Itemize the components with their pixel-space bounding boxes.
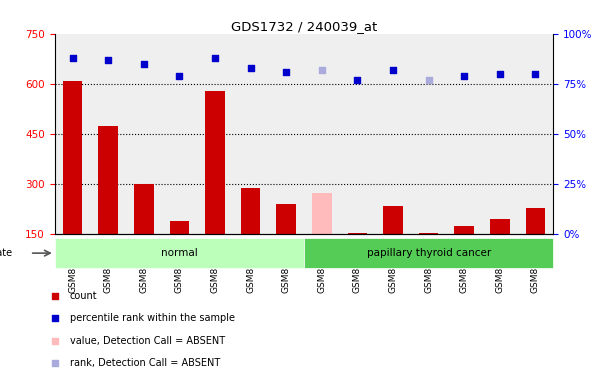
Point [246,65,255,71]
Point [139,61,148,67]
Bar [304,238,553,268]
Text: count: count [70,291,97,301]
Bar [454,226,474,234]
Point [317,67,326,73]
Bar [490,219,510,234]
Bar [526,208,545,234]
Bar [312,193,331,234]
Point [460,73,469,79]
Bar [446,34,482,234]
Bar [55,238,304,268]
Text: disease state: disease state [0,248,12,258]
Bar [383,206,403,234]
Bar [277,204,296,234]
Point [424,77,434,83]
Bar [233,34,268,234]
Point [531,71,541,77]
Text: rank, Detection Call = ABSENT: rank, Detection Call = ABSENT [70,358,220,368]
Point [495,71,505,77]
Title: GDS1732 / 240039_at: GDS1732 / 240039_at [231,20,377,33]
Bar [348,233,367,234]
Bar [162,34,197,234]
Bar [126,34,162,234]
Point [67,55,77,61]
Bar [134,184,154,234]
Bar [268,34,304,234]
Bar [304,34,340,234]
Point [353,77,362,83]
Point [103,57,113,63]
Bar [91,34,126,234]
Bar [517,34,553,234]
Bar [419,233,438,234]
Point [174,73,184,79]
Bar [375,34,411,234]
Bar [205,91,225,234]
Text: normal: normal [161,248,198,258]
Bar [55,34,91,234]
Bar [63,81,82,234]
Text: value, Detection Call = ABSENT: value, Detection Call = ABSENT [70,336,225,346]
Bar [411,34,446,234]
Bar [197,34,233,234]
Bar [241,188,260,234]
Bar [482,34,517,234]
Text: papillary thyroid cancer: papillary thyroid cancer [367,248,491,258]
Point [388,67,398,73]
Point [282,69,291,75]
Bar [170,221,189,234]
Bar [340,34,375,234]
Bar [98,126,118,234]
Point [210,55,220,61]
Text: percentile rank within the sample: percentile rank within the sample [70,313,235,323]
